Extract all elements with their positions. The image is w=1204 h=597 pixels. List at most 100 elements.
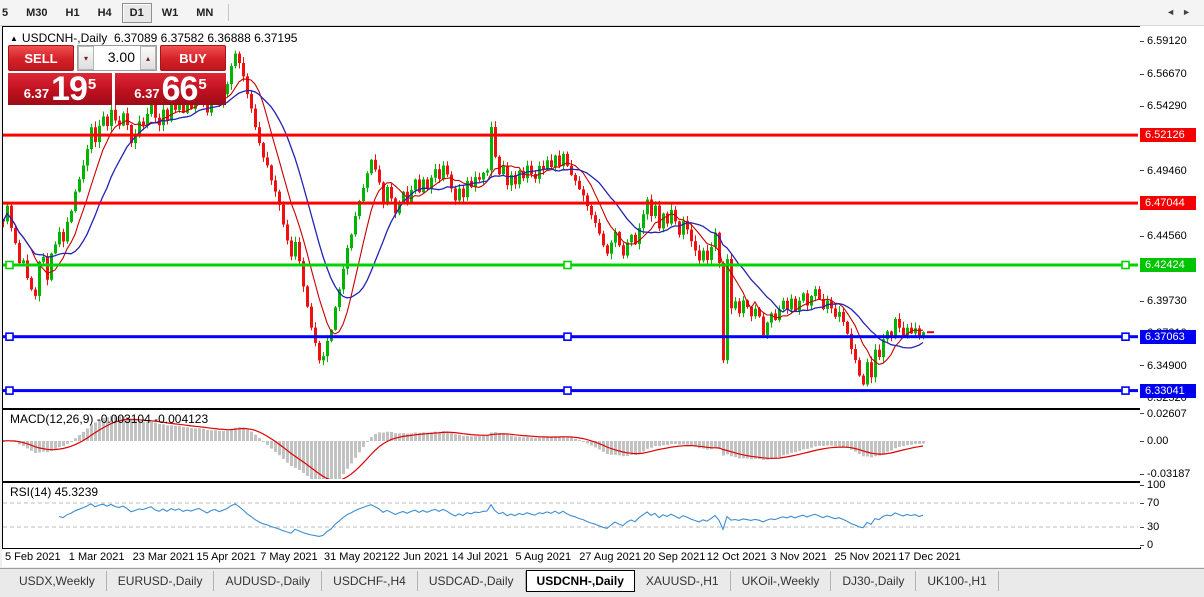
macd-histogram-bar (478, 436, 481, 441)
line-handle[interactable] (563, 260, 572, 270)
price-tick-6.34900: 6.34900 (1140, 360, 1187, 372)
chart-tab-eurusd-daily[interactable]: EURUSD-,Daily (107, 571, 215, 591)
sell-button[interactable]: SELL (8, 45, 74, 71)
macd-histogram-bar (342, 441, 345, 475)
tf-button-5[interactable]: 5 (2, 6, 9, 19)
macd-histogram-bar (326, 441, 329, 479)
candle-body (646, 199, 649, 215)
chart-tab-audusd-daily[interactable]: AUDUSD-,Daily (214, 571, 323, 591)
horizontal-line-6.47044[interactable] (3, 201, 1138, 205)
line-handle[interactable] (5, 386, 14, 395)
tab-scroll-right-icon[interactable]: ► (1182, 7, 1198, 17)
candle-body (586, 195, 589, 206)
line-handle[interactable] (5, 332, 14, 342)
candle-body (514, 174, 517, 185)
candle-body (898, 318, 901, 328)
candle-body (786, 300, 789, 310)
chart-tab-ukoil-weekly[interactable]: UKOil-,Weekly (731, 571, 832, 591)
chart-tab-usdx-weekly[interactable]: USDX,Weekly (8, 571, 107, 591)
macd-histogram-bar (654, 441, 657, 447)
macd-histogram-bar (458, 434, 461, 441)
macd-histogram-bar (386, 431, 389, 441)
volume-value[interactable]: 3.00 (107, 49, 135, 65)
candle-body (770, 313, 773, 323)
candle-body (338, 289, 341, 308)
tick-label: 6.49460 (1147, 164, 1187, 177)
tf-button-w1[interactable]: W1 (161, 6, 179, 19)
candle-body (710, 247, 713, 260)
candle-body (738, 301, 741, 314)
horizontal-line-6.52126[interactable] (3, 133, 1138, 137)
collapse-panel-icon[interactable]: ▲ (10, 34, 18, 43)
macd-histogram-bar (754, 441, 757, 459)
volume-increase-button[interactable]: ▴ (140, 46, 156, 70)
line-handle[interactable] (1121, 386, 1130, 395)
candle-body (18, 243, 21, 264)
tick-label: 6.56670 (1147, 68, 1187, 81)
candle-body (274, 180, 277, 192)
macd-histogram-bar (206, 430, 209, 441)
macd-histogram-bar (798, 441, 801, 451)
tf-button-mn[interactable]: MN (196, 6, 214, 19)
macd-histogram-bar (578, 440, 581, 442)
macd-histogram-bar (914, 441, 917, 444)
tf-button-h1[interactable]: H1 (65, 6, 80, 19)
candle-body (154, 103, 157, 118)
line-handle[interactable] (1121, 260, 1130, 270)
macd-histogram-bar (350, 441, 353, 464)
candle-body (446, 165, 449, 175)
tf-button-h4[interactable]: H4 (97, 6, 112, 19)
candle-body (178, 100, 181, 110)
candle-body (902, 327, 905, 336)
macd-histogram-bar (846, 441, 849, 448)
candle-body (874, 349, 877, 378)
chart-tab-uk100-h1[interactable]: UK100-,H1 (916, 571, 999, 591)
tick-dash (1140, 170, 1144, 172)
chart-tab-usdcnh-daily[interactable]: USDCNH-,Daily (525, 570, 635, 592)
candle-body (862, 375, 865, 385)
buy-button[interactable]: BUY (160, 45, 226, 71)
line-handle[interactable] (1121, 332, 1130, 342)
sell-price-quote[interactable]: 6.37 19 5 (8, 72, 112, 106)
candle-body (658, 205, 661, 229)
candle-body (654, 205, 657, 216)
tick-label: 6.39730 (1147, 295, 1187, 308)
volume-decrease-button[interactable]: ▾ (78, 46, 94, 70)
macd-histogram-bar (658, 441, 661, 447)
candle-body (650, 199, 653, 216)
buy-price-quote[interactable]: 6.37 66 5 (115, 72, 226, 106)
candle-body (806, 293, 809, 306)
chart-tab-xauusd-h1[interactable]: XAUUSD-,H1 (635, 571, 731, 591)
macd-histogram-bar (650, 441, 653, 448)
candle-body (730, 259, 733, 309)
candle-body (438, 169, 441, 179)
macd-histogram-bar (706, 441, 709, 450)
candle-body (42, 257, 45, 262)
candle-body (318, 342, 321, 361)
price-axis: 6.591206.566706.542906.518406.494606.470… (1140, 26, 1204, 551)
macd-histogram-bar (322, 441, 325, 479)
chart-tab-usdcad-daily[interactable]: USDCAD-,Daily (418, 571, 526, 591)
tab-scroll-left-icon[interactable]: ◄ (1166, 7, 1183, 17)
line-handle[interactable] (5, 260, 14, 270)
macd-histogram-bar (758, 441, 761, 459)
tf-button-d1[interactable]: D1 (121, 2, 152, 23)
macd-histogram-bar (574, 438, 577, 441)
tf-button-m30[interactable]: M30 (26, 6, 48, 19)
line-handle[interactable] (563, 332, 572, 342)
macd-histogram-bar (826, 441, 829, 446)
chart-tab-dj30-daily[interactable]: DJ30-,Daily (831, 571, 917, 591)
macd-histogram-bar (626, 441, 629, 456)
candle-body (606, 245, 609, 254)
candle-body (494, 127, 497, 157)
macd-histogram-bar (806, 441, 809, 449)
candle-body (26, 260, 29, 278)
candle-body (394, 198, 397, 214)
chart-tab-usdchf-h4[interactable]: USDCHF-,H4 (322, 571, 418, 591)
macd-histogram-bar (506, 434, 509, 441)
macd-histogram-bar (450, 432, 453, 441)
candle-body (638, 228, 641, 245)
macd-histogram-bar (738, 441, 741, 459)
candle-body (390, 187, 393, 199)
line-handle[interactable] (563, 386, 572, 395)
